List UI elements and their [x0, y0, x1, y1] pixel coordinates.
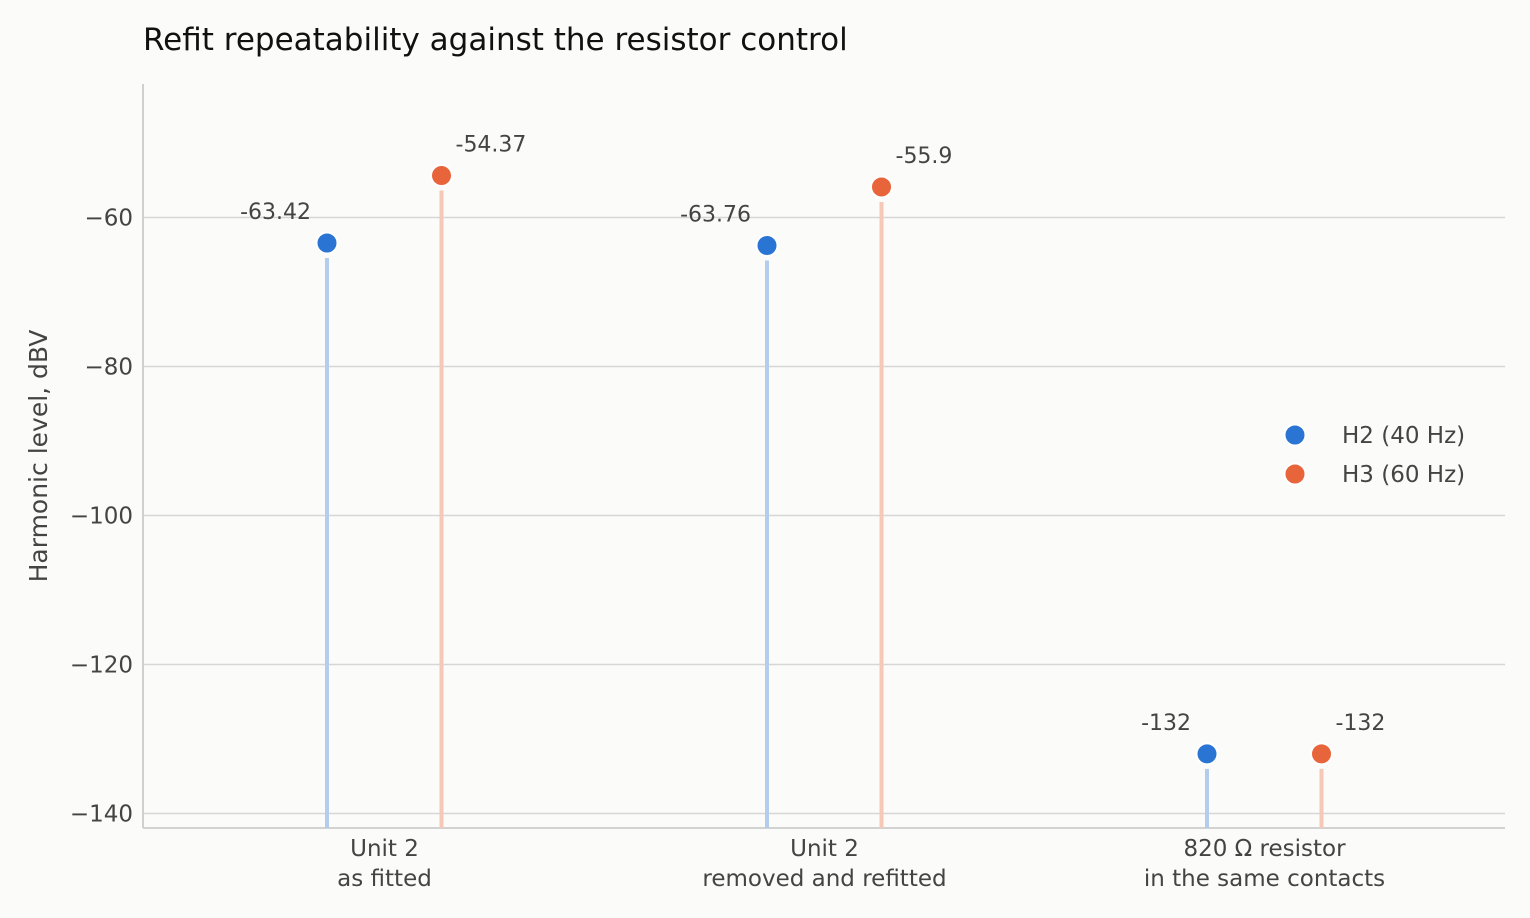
x-tick-labels: Unit 2 as fitted Unit 2 removed and refitte… — [337, 836, 1385, 892]
x-tick-label: in the same contacts — [1144, 866, 1385, 892]
y-tick-label: −120 — [70, 653, 133, 679]
data-point — [430, 164, 453, 188]
data-label: -55.9 — [896, 144, 953, 169]
data-label: -132 — [1141, 711, 1191, 736]
data-point — [1195, 742, 1219, 766]
legend-label: H2 (40 Hz) — [1342, 423, 1465, 449]
y-tick-label: −60 — [84, 206, 133, 232]
data-point — [755, 234, 779, 258]
y-tick-labels: −60 −80 −100 −120 −140 — [70, 206, 133, 828]
x-tick-label: Unit 2 — [790, 836, 859, 862]
y-tick-label: −80 — [84, 355, 133, 381]
legend-marker — [1283, 423, 1307, 447]
legend-label: H3 (60 Hz) — [1342, 462, 1465, 488]
axes — [142, 84, 1505, 829]
data-label: -54.37 — [456, 133, 527, 158]
legend-marker — [1283, 462, 1307, 486]
data-label: -63.76 — [680, 203, 751, 228]
x-tick-label: 820 Ω resistor — [1183, 836, 1346, 862]
data-label: -132 — [1336, 711, 1386, 736]
legend: H2 (40 Hz) H3 (60 Hz) — [1283, 423, 1465, 488]
gridlines — [143, 216, 1505, 815]
data-label: -63.42 — [240, 200, 311, 225]
stems — [325, 190, 1324, 828]
y-tick-label: −100 — [70, 504, 133, 530]
data-point — [870, 175, 893, 199]
x-tick-label: removed and refitted — [702, 866, 946, 892]
data-points — [315, 164, 1333, 766]
chart-title: Refit repeatability against the resistor… — [143, 22, 848, 58]
y-axis-label: Harmonic level, dBV — [24, 330, 53, 583]
data-labels: -63.42 -63.76 -132 -54.37 -55.9 -132 — [240, 133, 1385, 736]
x-tick-label: as fitted — [337, 866, 432, 892]
x-tick-label: Unit 2 — [350, 836, 419, 862]
y-tick-label: −140 — [70, 802, 133, 828]
data-point — [1310, 742, 1333, 766]
data-point — [315, 231, 339, 255]
